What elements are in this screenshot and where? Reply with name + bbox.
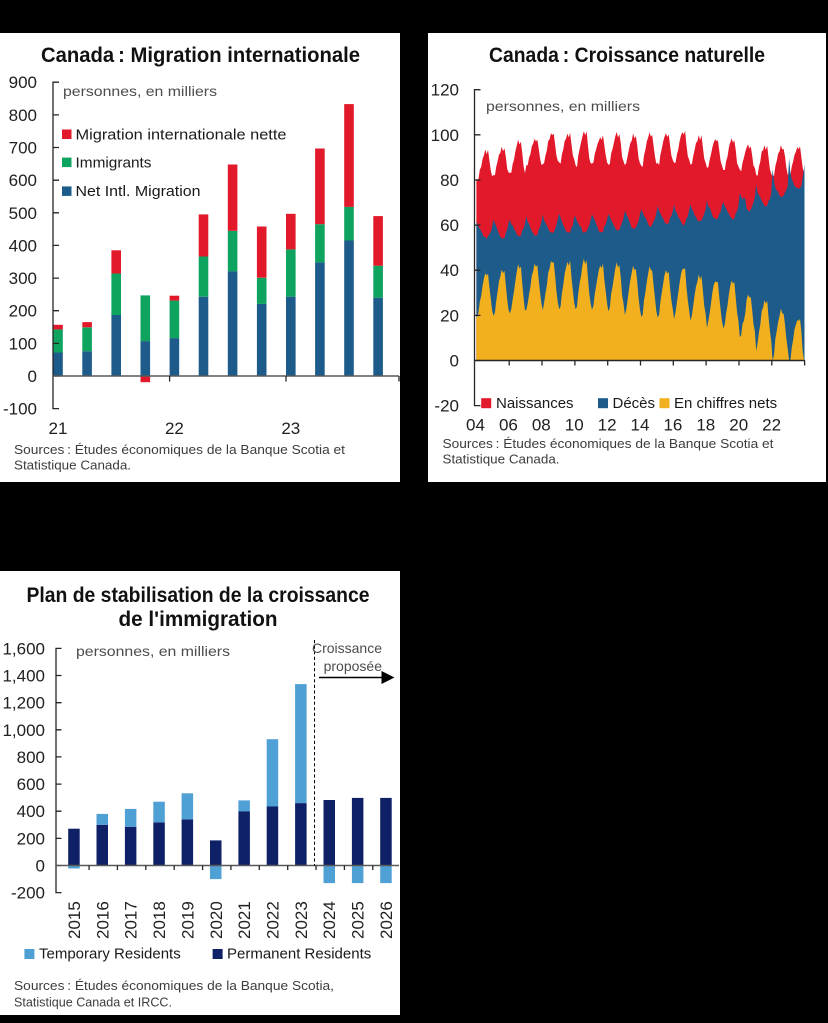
svg-text:Migration internationale nette: Migration internationale nette (76, 127, 287, 144)
svg-text:Sources : Études économiques d: Sources : Études économiques de la Banqu… (14, 978, 334, 993)
svg-text:2024: 2024 (320, 901, 339, 939)
svg-text:600: 600 (9, 171, 37, 190)
svg-text:08: 08 (532, 416, 551, 435)
svg-text:En chiffres nets: En chiffres nets (674, 395, 777, 412)
svg-text:120: 120 (431, 81, 459, 100)
svg-text:2020: 2020 (207, 901, 226, 939)
svg-text:2022: 2022 (264, 901, 283, 939)
svg-text:-100: -100 (3, 400, 37, 419)
svg-text:2019: 2019 (178, 901, 197, 939)
svg-text:Statistique Canada et IRCC.: Statistique Canada et IRCC. (14, 995, 172, 1010)
svg-text:80: 80 (440, 171, 459, 190)
svg-text:Sources : Études économiques d: Sources : Études économiques de la Banqu… (14, 442, 345, 457)
svg-text:de l'immigration: de l'immigration (119, 608, 278, 631)
svg-text:1,600: 1,600 (2, 639, 45, 658)
svg-text:0: 0 (28, 367, 37, 386)
svg-text:Statistique Canada.: Statistique Canada. (14, 458, 131, 473)
svg-text:2026: 2026 (377, 901, 396, 939)
svg-text:60: 60 (440, 216, 459, 235)
svg-text:1,000: 1,000 (2, 721, 45, 740)
svg-text:20: 20 (729, 416, 748, 435)
svg-text:0: 0 (36, 857, 45, 876)
svg-text:Permanent Residents: Permanent Residents (227, 946, 371, 963)
svg-text:300: 300 (9, 269, 37, 288)
svg-text:200: 200 (9, 302, 37, 321)
svg-text:Net Intl. Migration: Net Intl. Migration (76, 183, 201, 200)
svg-text:Immigrants: Immigrants (76, 154, 152, 171)
svg-text:16: 16 (663, 416, 682, 435)
svg-text:06: 06 (499, 416, 518, 435)
svg-text:Plan de stabilisation de la cr: Plan de stabilisation de la croissance (27, 584, 370, 607)
svg-text:Décès: Décès (613, 395, 656, 412)
svg-text:700: 700 (9, 139, 37, 158)
svg-text:2021: 2021 (235, 901, 254, 939)
svg-text:18: 18 (696, 416, 715, 435)
svg-text:04: 04 (466, 416, 485, 435)
svg-text:Canada : Croissance naturelle: Canada : Croissance naturelle (489, 44, 765, 67)
svg-text:22: 22 (762, 416, 781, 435)
svg-text:12: 12 (598, 416, 617, 435)
svg-text:0: 0 (450, 352, 459, 371)
svg-text:400: 400 (17, 802, 45, 821)
svg-text:400: 400 (9, 236, 37, 255)
svg-text:600: 600 (17, 775, 45, 794)
svg-text:Canada : Migration internation: Canada : Migration internationale (41, 44, 360, 67)
svg-text:10: 10 (565, 416, 584, 435)
svg-text:1,200: 1,200 (2, 694, 45, 713)
svg-text:Statistique Canada.: Statistique Canada. (443, 452, 560, 467)
svg-text:800: 800 (17, 748, 45, 767)
svg-text:100: 100 (431, 126, 459, 145)
svg-text:Temporary Residents: Temporary Residents (39, 946, 181, 963)
svg-text:2018: 2018 (150, 901, 169, 939)
svg-text:2025: 2025 (349, 901, 368, 939)
svg-text:20: 20 (440, 306, 459, 325)
svg-text:Croissance: Croissance (312, 640, 382, 656)
svg-text:22: 22 (165, 419, 184, 438)
svg-text:proposée: proposée (324, 658, 383, 674)
svg-text:2016: 2016 (93, 901, 112, 939)
svg-text:14: 14 (631, 416, 650, 435)
svg-text:Naissances: Naissances (496, 395, 574, 412)
svg-text:personnes, en milliers: personnes, en milliers (63, 83, 217, 99)
svg-text:2015: 2015 (65, 901, 84, 939)
svg-text:40: 40 (440, 261, 459, 280)
svg-text:-20: -20 (434, 397, 459, 416)
svg-text:2023: 2023 (292, 901, 311, 939)
svg-text:800: 800 (9, 106, 37, 125)
svg-text:2017: 2017 (122, 901, 141, 939)
svg-text:100: 100 (9, 334, 37, 353)
svg-text:21: 21 (49, 419, 68, 438)
svg-text:500: 500 (9, 204, 37, 223)
svg-text:1,400: 1,400 (2, 667, 45, 686)
svg-text:200: 200 (17, 829, 45, 848)
svg-text:Sources : Études économiques d: Sources : Études économiques de la Banqu… (443, 436, 774, 451)
svg-text:900: 900 (9, 73, 37, 92)
svg-text:personnes, en milliers: personnes, en milliers (486, 98, 640, 114)
svg-text:23: 23 (281, 419, 300, 438)
svg-text:personnes, en milliers: personnes, en milliers (76, 643, 230, 659)
svg-text:-200: -200 (11, 884, 45, 903)
